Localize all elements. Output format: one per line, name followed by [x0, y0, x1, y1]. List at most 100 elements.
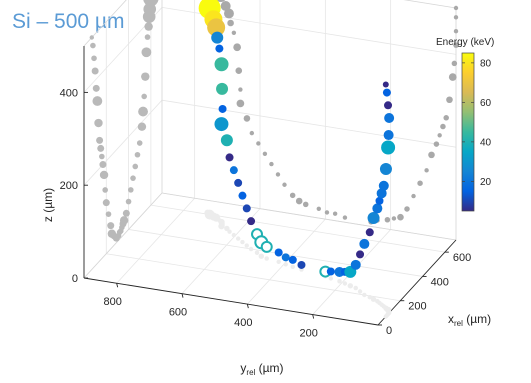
wall-projection-point [125, 198, 132, 205]
floor-projection-point [258, 253, 265, 259]
wall-projection-point [92, 96, 103, 106]
wall-projection-point [316, 206, 321, 211]
wall-projection-point [130, 175, 136, 181]
wall-projection-point [443, 115, 449, 121]
wall-projection-point [128, 187, 134, 193]
wall-projection-point [397, 213, 404, 221]
wall-projection-point [446, 96, 453, 104]
wall-projection-point [91, 67, 99, 75]
wall-projection-point [132, 163, 139, 170]
data-point [247, 217, 256, 226]
data-point-hollow [260, 240, 273, 253]
colorbar-ticks: 20 40 60 80 [462, 58, 492, 188]
data-point [365, 228, 374, 237]
floor-projection-point [362, 292, 367, 298]
wall-projection-point [141, 72, 150, 81]
y-tick-mark [312, 314, 315, 319]
wall-projection-point [94, 118, 103, 128]
data-point [234, 178, 243, 187]
data-point [359, 238, 370, 249]
floor-projection-point [283, 262, 288, 267]
data-point [382, 81, 389, 88]
data-point [288, 255, 297, 264]
wall-projection-point [136, 140, 143, 146]
z-tick-label: 200 [60, 180, 78, 192]
x-axis-label: xrel (µm) [448, 312, 491, 328]
y-tick-label: 600 [169, 307, 187, 319]
floor-projection-point [342, 281, 348, 286]
box-edge [403, 0, 457, 9]
colorbar: Energy (keV) 20 40 60 80 [436, 37, 494, 212]
data-point [211, 31, 224, 44]
y-axis-label: yrel (µm) [240, 361, 283, 377]
wall-projection-point [238, 87, 243, 92]
wall-projection-point [89, 35, 95, 40]
wall-projection-point [220, 1, 231, 11]
wall-projection-point [142, 10, 156, 24]
wall-projection-point [90, 42, 96, 49]
data-point [225, 153, 234, 162]
y-tick-mark [116, 283, 119, 288]
wall-projection-point [451, 60, 458, 67]
wall-projection-point [91, 55, 97, 62]
floor-projection-point [254, 250, 260, 255]
wall-projection-point [141, 47, 152, 58]
wall-projection-point [99, 170, 109, 180]
data-point [214, 117, 229, 132]
wall-projection-point [99, 161, 107, 169]
colorbar-tick-label: 60 [480, 98, 492, 109]
wall-projection-point [275, 172, 281, 177]
data-point [238, 191, 247, 200]
floor-projection-point [224, 225, 230, 232]
data-point [372, 203, 383, 214]
x-tick-label: 400 [431, 276, 449, 288]
wall-projection-point [391, 216, 397, 221]
wall-projection-point [97, 144, 105, 152]
tick-labels-layer: 0 200 400 200 400 600 800 0 200 400 600 [60, 87, 472, 339]
wall-projection-point [428, 151, 435, 159]
wall-projection-point [134, 151, 141, 158]
data-point [207, 18, 226, 37]
floor-projection-point [367, 295, 372, 300]
wall-projection-point [92, 84, 100, 92]
wall-projection-point [224, 8, 234, 19]
data-point [216, 82, 229, 95]
z-axis-label: z (µm) [41, 188, 55, 222]
floor-projection-point [276, 259, 281, 264]
wall-projection-point [269, 161, 274, 167]
wall-projection-point [256, 141, 261, 146]
wall-projection-point [233, 43, 241, 52]
wall-projection-point [141, 93, 147, 100]
data-point [381, 140, 396, 155]
floor-projection-point [240, 239, 245, 245]
y-tick-label: 400 [234, 317, 252, 329]
floor-projection-point [231, 232, 237, 238]
box-edge [83, 192, 163, 279]
colorbar-tick-label: 40 [480, 137, 492, 148]
y-tick-mark [181, 293, 184, 298]
data-point [229, 166, 238, 175]
wall-projection-point [324, 210, 330, 215]
wall-projection-point [107, 229, 117, 238]
wall-projection-point [453, 5, 459, 11]
data-point [356, 250, 365, 259]
data-points-layer [198, 0, 396, 278]
wall-projection-point [404, 206, 410, 212]
data-point [214, 57, 229, 72]
wall-projection-point [102, 199, 110, 207]
side-wall-gridline [83, 99, 163, 186]
wall-projection-point [302, 201, 309, 208]
y-axis-line [83, 277, 379, 326]
colorbar-tick-label: 20 [480, 177, 492, 188]
wall-projection-point [295, 197, 303, 205]
wall-projection-point [440, 123, 446, 130]
wall-projection-point [437, 133, 442, 138]
data-point [378, 180, 389, 191]
data-point [218, 104, 227, 113]
z-tick-label: 400 [60, 87, 78, 99]
wall-projection-point [107, 222, 115, 230]
colorbar-tick-label: 80 [480, 58, 492, 69]
floor-projection-point [353, 285, 358, 291]
data-point [384, 101, 393, 110]
data-point [379, 162, 392, 175]
